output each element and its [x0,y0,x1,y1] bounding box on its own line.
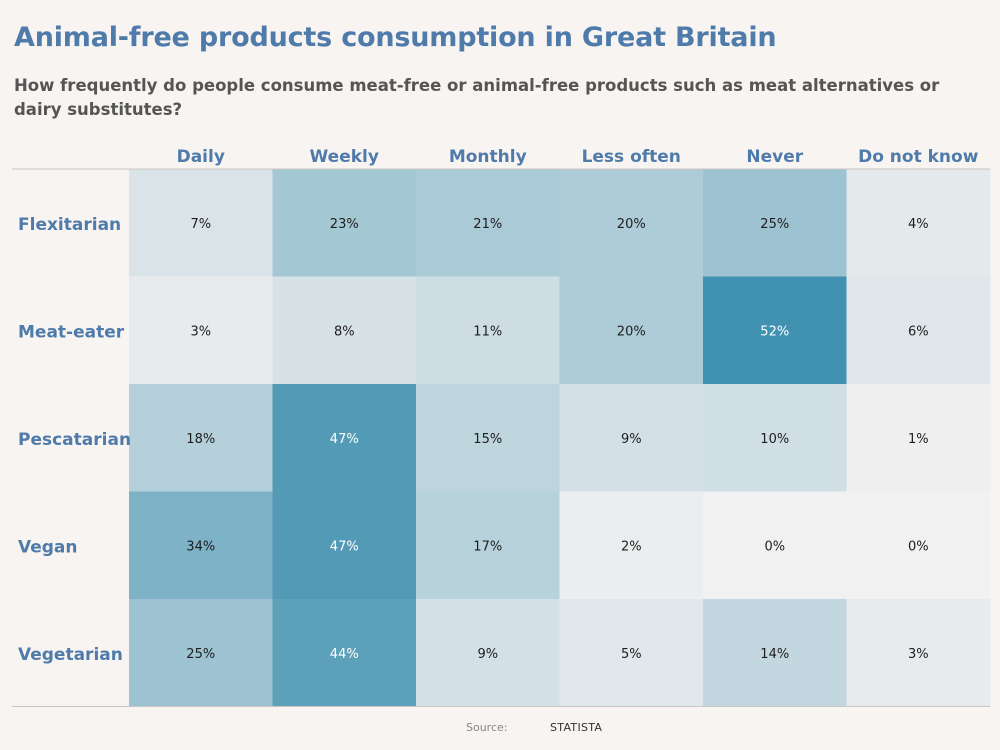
cell-value-label: 20% [617,217,646,232]
heatmap-cell [703,491,847,600]
cell-value-label: 9% [477,647,498,662]
heatmap-cell [129,276,273,385]
heatmap-cell [559,169,704,277]
cell-value-label: 21% [473,217,502,232]
heatmap-cell [129,599,273,707]
cell-value-label: 47% [330,432,359,447]
cell-value-label: 25% [186,647,215,662]
heatmap-cell [272,384,417,492]
heatmap-cell [129,169,273,277]
cell-value-label: 1% [908,432,929,447]
heatmap-cell [272,276,417,385]
cell-value-label: 11% [473,324,502,339]
row-label: Meat-eater [18,322,125,342]
cell-value-label: 0% [764,539,785,554]
cell-value-label: 14% [760,647,789,662]
heatmap-cell [846,276,991,385]
cell-value-label: 15% [473,432,502,447]
cell-value-label: 23% [330,217,359,232]
column-header: Never [746,147,803,167]
heatmap-cell [703,276,847,385]
cell-value-label: 47% [330,539,359,554]
cell-value-label: 18% [186,432,215,447]
chart-subtitle: How frequently do people consume meat-fr… [14,76,940,119]
heatmap-cell [416,276,560,385]
cell-value-label: 0% [908,539,929,554]
row-label: Vegan [18,537,78,557]
column-header: Weekly [310,147,379,167]
cell-value-label: 7% [190,217,211,232]
column-header: Less often [582,147,681,167]
column-header: Daily [177,147,225,167]
heatmap-cell [559,491,704,600]
heatmap-cell [846,491,991,600]
cell-value-label: 52% [760,324,789,339]
heatmap-cell [416,491,560,600]
cell-value-label: 34% [186,539,215,554]
heatmap-cell [416,599,560,707]
heatmap-cell [272,491,417,600]
heatmap-cell [129,491,273,600]
cell-value-label: 6% [908,324,929,339]
heatmap-cell [416,384,560,492]
row-label: Flexitarian [18,215,121,235]
cell-value-label: 20% [617,324,646,339]
heatmap-cell [272,599,417,707]
column-header: Monthly [449,147,527,167]
cell-value-label: 25% [760,217,789,232]
cell-value-label: 3% [190,324,211,339]
column-header: Do not know [858,147,979,167]
cell-value-label: 5% [621,647,642,662]
heatmap-cell [272,169,417,277]
heatmap-cell [559,276,704,385]
cell-value-label: 10% [760,432,789,447]
heatmap-cell [703,384,847,492]
cell-value-label: 9% [621,432,642,447]
heatmap-cell [129,384,273,492]
cell-value-label: 4% [908,217,929,232]
cell-value-label: 8% [334,324,355,339]
heatmap-cell [703,169,847,277]
heatmap-cell [846,599,991,707]
heatmap-cell [703,599,847,707]
chart-title: Animal-free products consumption in Grea… [14,22,777,53]
cell-value-label: 44% [330,647,359,662]
source-value: STATISTA [550,721,603,734]
cell-value-label: 17% [473,539,502,554]
cell-value-label: 3% [908,647,929,662]
cell-value-label: 2% [621,539,642,554]
row-label: Pescatarian [18,430,131,450]
row-label: Vegetarian [18,645,123,665]
heatmap-cell [559,384,704,492]
heatmap-cell [559,599,704,707]
heatmap-cell [846,169,991,277]
source-label: Source: [466,721,508,734]
heatmap-cell [846,384,991,492]
heatmap-cell [416,169,560,277]
